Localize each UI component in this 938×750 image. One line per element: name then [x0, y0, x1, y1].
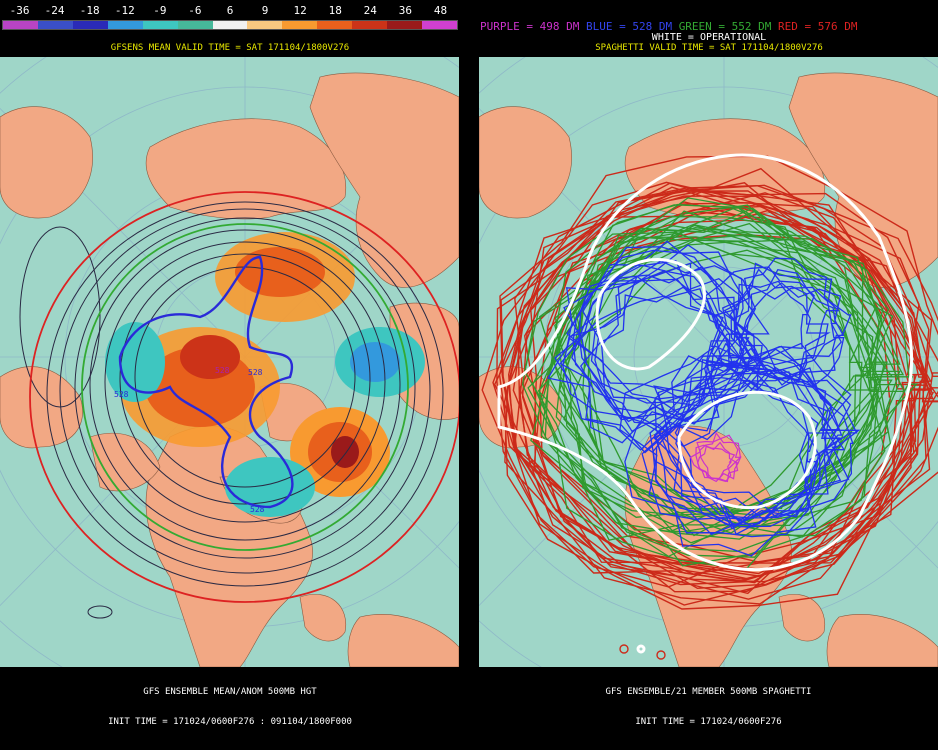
colorbar-segment — [107, 21, 143, 29]
colorbar-label: -36 — [9, 4, 30, 17]
member-contour — [674, 348, 858, 518]
member-contour — [503, 203, 938, 610]
member-contour — [512, 192, 933, 583]
spaghetti-legend: PURPLE = 498 DM BLUE = 528 DM GREEN = 55… — [480, 20, 938, 33]
legend-purple: PURPLE = 498 DM — [480, 20, 580, 33]
colorbar-segment — [282, 21, 318, 29]
member-contour — [654, 342, 861, 522]
colorbar-segment — [212, 21, 248, 29]
colorbar-label: -24 — [44, 4, 65, 17]
anomaly-shading — [105, 232, 425, 517]
colorbar-label: 36 — [398, 4, 412, 17]
member-contour — [504, 195, 938, 605]
colorbar-segment — [352, 21, 388, 29]
colorbar-segment — [3, 21, 38, 29]
contour-label: 528 — [215, 366, 230, 375]
colorbar-label: 12 — [293, 4, 307, 17]
legend-blue: BLUE = 528 DM — [585, 20, 673, 33]
member-contour — [499, 155, 938, 606]
member-contour — [695, 444, 736, 483]
colorbar-segment — [72, 21, 108, 29]
colorbar-label: 24 — [363, 4, 377, 17]
colorbar-segment — [317, 21, 353, 29]
member-contour — [739, 282, 845, 386]
ensemble-mean-map: 528 528 528 528 — [0, 57, 459, 667]
colorbar-label: -18 — [79, 4, 100, 17]
colorbar-segment — [177, 21, 213, 29]
operational-note: WHITE = OPERATIONAL — [651, 32, 767, 43]
member-contour — [498, 189, 920, 564]
colorbar-label: 48 — [433, 4, 448, 17]
colorbar-label: 18 — [328, 4, 342, 17]
colorbar-segment — [247, 21, 283, 29]
blue-528-contour — [118, 255, 294, 509]
colorbar-segment — [37, 21, 73, 29]
red-contour — [29, 191, 459, 603]
legend-red: RED = 576 DM — [778, 20, 858, 33]
member-contour — [655, 360, 844, 530]
left-panel-title: GFSENS MEAN VALID TIME = SAT 171104/1800… — [110, 43, 350, 53]
colorbar-segment — [422, 21, 457, 29]
right-caption: GFS ENSEMBLE/21 MEMBER 500MB SPAGHETTI I… — [605, 687, 812, 727]
member-contour — [699, 431, 742, 483]
member-contour — [704, 266, 815, 366]
colorbar-segment — [387, 21, 423, 29]
anomaly-colorbar — [2, 20, 458, 30]
colorbar-label: -9 — [153, 4, 167, 17]
operational-run — [497, 153, 914, 654]
member-contour — [697, 441, 739, 483]
member-contour — [546, 224, 905, 529]
right-panel-title: SPAGHETTI VALID TIME = SAT 171104/1800V2… — [595, 43, 823, 53]
member-contour — [582, 239, 881, 544]
contour-label: 528 — [114, 390, 129, 399]
member-contour — [530, 188, 924, 563]
colorbar-label: 6 — [226, 4, 234, 17]
spaghetti-map — [479, 57, 938, 667]
member-contour — [537, 231, 874, 534]
member-contour — [745, 268, 842, 381]
member-contour — [544, 197, 914, 558]
member-contour — [532, 224, 918, 537]
member-contour — [729, 262, 852, 372]
colorbar-segment — [142, 21, 178, 29]
red-small-contours — [619, 644, 666, 660]
member-contour — [538, 234, 906, 570]
member-contour — [500, 184, 938, 575]
member-contour — [572, 246, 738, 425]
member-contour — [580, 286, 750, 448]
colorbar-label: -12 — [114, 4, 135, 17]
contour-label: 528 — [248, 368, 263, 377]
member-contour — [723, 257, 841, 366]
member-contour — [496, 182, 932, 588]
member-contour — [540, 207, 893, 558]
member-contour — [689, 434, 742, 480]
left-caption: GFS ENSEMBLE MEAN/ANOM 500MB HGT INIT TI… — [108, 687, 352, 727]
colorbar-label: -6 — [188, 4, 202, 17]
colorbar-labels: -36 -24 -18 -12 -9 -6 6 9 12 18 24 36 48 — [0, 4, 460, 18]
purple-498-members — [689, 431, 742, 483]
member-contour — [524, 203, 901, 540]
member-contour — [716, 268, 829, 381]
member-contour — [517, 186, 934, 600]
colorbar-label: 9 — [261, 4, 269, 17]
member-contour — [730, 283, 845, 394]
green-contour — [81, 223, 409, 551]
contour-label: 528 — [250, 505, 265, 514]
member-contour — [664, 364, 846, 536]
legend-green: GREEN = 552 DM — [678, 20, 772, 33]
